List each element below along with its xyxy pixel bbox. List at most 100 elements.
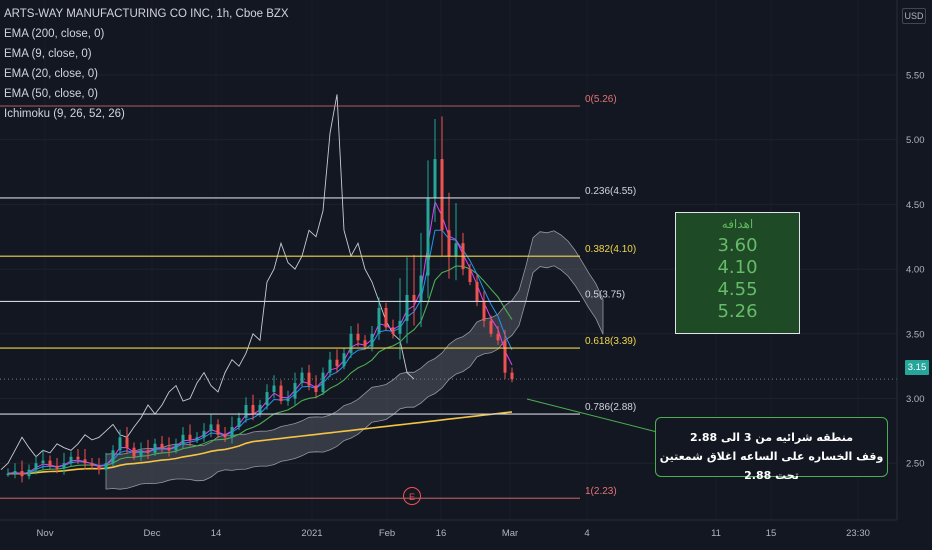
time-tick-label: Mar — [502, 528, 518, 539]
candle-body — [125, 437, 129, 448]
candle-body — [405, 294, 409, 321]
time-tick-label: 23:30 — [846, 528, 870, 539]
candle-body — [209, 424, 213, 431]
candle-body — [132, 447, 136, 457]
candle-body — [160, 443, 164, 448]
candle-body — [62, 463, 66, 469]
candle-body — [202, 430, 206, 438]
candle-body — [342, 353, 346, 367]
price-axis: 5.50 5.00 4.50 4.00 3.50 3.00 2.50 — [0, 0, 925, 521]
candle-body — [76, 456, 80, 460]
candle-body — [153, 443, 157, 453]
candle-body — [174, 443, 178, 451]
candle-body — [167, 447, 171, 451]
note-callout[interactable]: منطقه شرائيه من 3 الى 2.88 وقف الخساره ع… — [655, 417, 888, 482]
target-value: 3.60 — [717, 235, 758, 256]
candle-body — [69, 456, 73, 464]
time-tick-label: 2021 — [301, 528, 322, 539]
candle-body — [195, 437, 199, 440]
note-pointer-line — [526, 398, 658, 433]
candle-body — [265, 392, 269, 405]
ichimoku-cloud — [0, 94, 604, 490]
candle-body — [398, 320, 402, 334]
indicator-ema200[interactable]: EMA (200, close, 0) — [4, 28, 105, 40]
candle-body — [223, 434, 227, 438]
candle-body — [384, 307, 388, 328]
candle-body — [370, 333, 374, 347]
fib-level-label: 0.618(3.39) — [585, 336, 636, 347]
price-tick-label: 3.50 — [906, 329, 925, 340]
candle-body — [97, 465, 101, 470]
lagging-span — [0, 94, 415, 471]
candle-body — [468, 269, 472, 283]
price-tick-label: 4.50 — [906, 200, 925, 211]
symbol-title[interactable]: ARTS-WAY MANUFACTURING CO INC, 1h, Cboe … — [4, 8, 289, 20]
candle-body — [272, 385, 276, 393]
candle-body — [503, 340, 507, 373]
candle-body — [139, 450, 143, 457]
indicator-ema50[interactable]: EMA (50, close, 0) — [4, 88, 98, 100]
time-tick-label: 14 — [211, 528, 222, 539]
time-tick-label: Dec — [144, 528, 161, 539]
candle-body — [293, 382, 297, 399]
candle-body — [454, 243, 458, 257]
note-line-1: منطقه شرائيه من 3 الى 2.88 — [689, 431, 854, 444]
candle-body — [104, 463, 108, 470]
candle-body — [188, 434, 192, 440]
time-tick-label: 11 — [711, 528, 721, 539]
fib-level-label: 0.786(2.88) — [585, 402, 636, 413]
candle-body — [433, 159, 437, 198]
candle-body — [83, 459, 87, 464]
time-tick-label: 4 — [584, 528, 589, 539]
target-value: 4.55 — [717, 279, 758, 300]
candle-body — [328, 359, 332, 373]
candle-body — [356, 333, 360, 341]
chart-legend: ARTS-WAY MANUFACTURING CO INC, 1h, Cboe … — [4, 4, 289, 124]
candle-body — [447, 230, 451, 257]
candle-body — [27, 469, 31, 477]
price-tick-label: 5.50 — [906, 70, 925, 81]
candles — [6, 116, 514, 483]
candle-body — [237, 417, 241, 427]
price-tick-label: 2.50 — [906, 459, 925, 470]
candle-body — [349, 333, 353, 354]
time-tick-label: 15 — [766, 528, 777, 539]
candle-body — [440, 159, 444, 231]
indicator-ema20[interactable]: EMA (20, close, 0) — [4, 68, 98, 80]
candle-body — [377, 307, 381, 334]
target-value: 4.10 — [717, 257, 758, 278]
candle-body — [489, 320, 493, 334]
candle-body — [251, 404, 255, 415]
time-tick-label: 16 — [436, 528, 447, 539]
candle-body — [111, 450, 115, 464]
chart-grid — [0, 74, 897, 464]
candle-body — [321, 372, 325, 393]
note-line-2: وقف الخساره على الساعه اغلاق شمعتين تحت … — [659, 450, 884, 482]
time-tick-label: Nov — [37, 528, 54, 539]
candle-body — [34, 463, 38, 470]
time-axis: Nov Dec 14 2021 Feb 16 Mar 4 11 15 23:30 — [37, 528, 870, 539]
candle-body — [146, 450, 150, 453]
fib-level-label: 0.382(4.10) — [585, 244, 636, 255]
candle-body — [286, 398, 290, 402]
candle-body — [244, 404, 248, 418]
candle-body — [20, 470, 24, 477]
candle-body — [216, 424, 220, 435]
candle-body — [300, 372, 304, 383]
fib-level-label: 0.236(4.55) — [585, 186, 636, 197]
targets-box[interactable]: اهدافه 3.60 4.10 4.55 5.26 — [675, 212, 800, 334]
currency-button[interactable]: USD — [902, 8, 926, 24]
target-value: 5.26 — [717, 301, 758, 322]
indicator-ichimoku[interactable]: Ichimoku (9, 26, 52, 26) — [4, 108, 125, 120]
price-tick-label: 5.00 — [906, 135, 925, 146]
candle-body — [426, 197, 430, 276]
candle-body — [230, 426, 234, 438]
candle-body — [335, 359, 339, 367]
candle-body — [496, 333, 500, 341]
candle-body — [181, 434, 185, 444]
candle-body — [279, 385, 283, 402]
candle-body — [475, 282, 479, 302]
indicator-ema9[interactable]: EMA (9, close, 0) — [4, 48, 92, 60]
earnings-marker[interactable]: E — [403, 487, 421, 505]
